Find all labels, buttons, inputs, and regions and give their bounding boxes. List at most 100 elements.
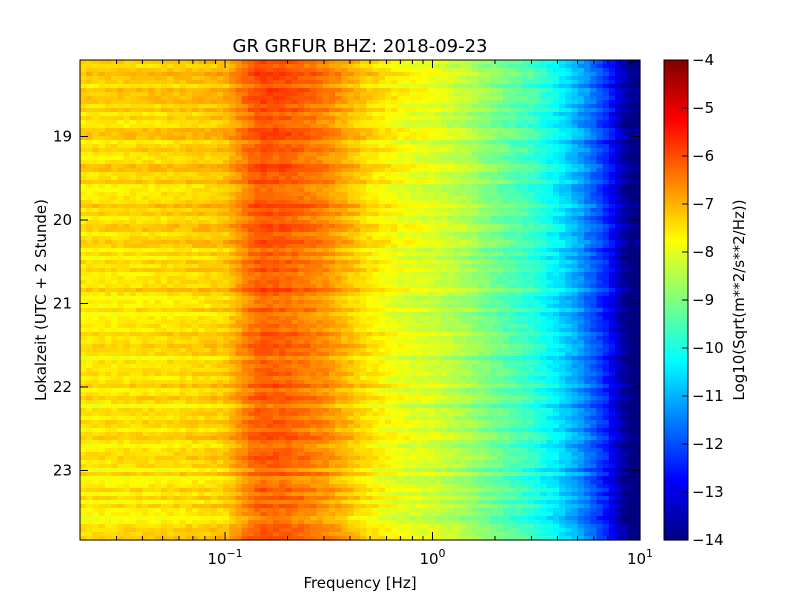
heatmap-cell (266, 472, 274, 477)
heatmap-cell (223, 308, 230, 313)
heatmap-cell (291, 252, 299, 257)
heatmap-cell (154, 460, 162, 465)
heatmap-cell (185, 276, 193, 281)
heatmap-cell (148, 104, 156, 109)
heatmap-cell (285, 192, 293, 197)
heatmap-cell (216, 260, 224, 265)
heatmap-cell (291, 484, 299, 489)
heatmap-cell (266, 88, 274, 93)
heatmap-cell (185, 528, 193, 533)
heatmap-cell (210, 380, 218, 385)
heatmap-cell (328, 412, 336, 417)
heatmap-cell (111, 292, 118, 297)
heatmap-cell (297, 460, 305, 465)
heatmap-cell (104, 392, 112, 397)
heatmap-cell (322, 324, 330, 329)
heatmap-cell (129, 308, 137, 313)
heatmap-cell (192, 500, 199, 505)
heatmap-cell (328, 512, 336, 517)
heatmap-cell (279, 488, 286, 493)
heatmap-cell (148, 132, 156, 137)
heatmap-cell (310, 520, 318, 525)
heatmap-cell (248, 396, 255, 401)
heatmap-cell (167, 428, 174, 433)
heatmap-cell (223, 72, 230, 77)
heatmap-cell (235, 220, 243, 225)
heatmap-cell (129, 208, 137, 213)
heatmap-cell (173, 524, 181, 529)
heatmap-cell (160, 252, 168, 257)
heatmap-cell (241, 216, 249, 221)
heatmap-cell (322, 312, 330, 317)
heatmap-cell (192, 296, 199, 301)
heatmap-cell (322, 236, 330, 241)
heatmap-cell (229, 516, 237, 521)
heatmap-cell (123, 284, 131, 289)
heatmap-cell (285, 108, 293, 113)
heatmap-cell (229, 296, 237, 301)
heatmap-cell (104, 512, 112, 517)
heatmap-cell (123, 388, 131, 393)
heatmap-cell (248, 240, 255, 245)
heatmap-cell (266, 144, 274, 149)
heatmap-cell (98, 176, 106, 181)
heatmap-cell (129, 204, 137, 209)
heatmap-cell (235, 84, 243, 89)
heatmap-cell (254, 324, 262, 329)
heatmap-cell (229, 84, 237, 89)
heatmap-cell (291, 536, 299, 541)
heatmap-cell (297, 396, 305, 401)
heatmap-cell (148, 452, 156, 457)
heatmap-cell (223, 204, 230, 209)
heatmap-cell (198, 104, 206, 109)
heatmap-cell (160, 240, 168, 245)
heatmap-cell (279, 160, 286, 165)
heatmap-cell (123, 148, 131, 153)
heatmap-cell (285, 400, 293, 405)
heatmap-cell (310, 124, 318, 129)
heatmap-cell (123, 132, 131, 137)
heatmap-cell (154, 228, 162, 233)
heatmap-cell (173, 64, 181, 69)
heatmap-cell (316, 480, 324, 485)
heatmap-cell (216, 484, 224, 489)
heatmap-cell (204, 108, 212, 113)
heatmap-cell (198, 376, 206, 381)
heatmap-cell (111, 84, 118, 89)
heatmap-cell (86, 240, 94, 245)
heatmap-cell (185, 192, 193, 197)
heatmap-cell (142, 404, 150, 409)
heatmap-cell (167, 264, 174, 269)
heatmap-cell (266, 184, 274, 189)
heatmap-cell (204, 428, 212, 433)
heatmap-cell (129, 216, 137, 221)
heatmap-cell (142, 492, 150, 497)
heatmap-cell (322, 268, 330, 273)
heatmap-cell (235, 468, 243, 473)
heatmap-cell (304, 452, 311, 457)
heatmap-cell (335, 180, 342, 185)
heatmap-cell (322, 264, 330, 269)
heatmap-cell (123, 292, 131, 297)
heatmap-cell (254, 448, 262, 453)
heatmap-cell (310, 180, 318, 185)
heatmap-cell (297, 72, 305, 77)
heatmap-cell (297, 436, 305, 441)
heatmap-cell (235, 232, 243, 237)
heatmap-cell (248, 96, 255, 101)
heatmap-cell (272, 272, 280, 277)
heatmap-cell (316, 204, 324, 209)
heatmap-cell (80, 536, 87, 541)
heatmap-cell (104, 472, 112, 477)
heatmap-cell (198, 124, 206, 129)
heatmap-cell (92, 172, 100, 177)
heatmap-cell (297, 312, 305, 317)
heatmap-cell (254, 488, 262, 493)
heatmap-cell (248, 336, 255, 341)
heatmap-cell (148, 416, 156, 421)
heatmap-cell (260, 512, 268, 517)
heatmap-cell (235, 516, 243, 521)
heatmap-cell (279, 148, 286, 153)
heatmap-cell (297, 292, 305, 297)
heatmap-cell (104, 216, 112, 221)
